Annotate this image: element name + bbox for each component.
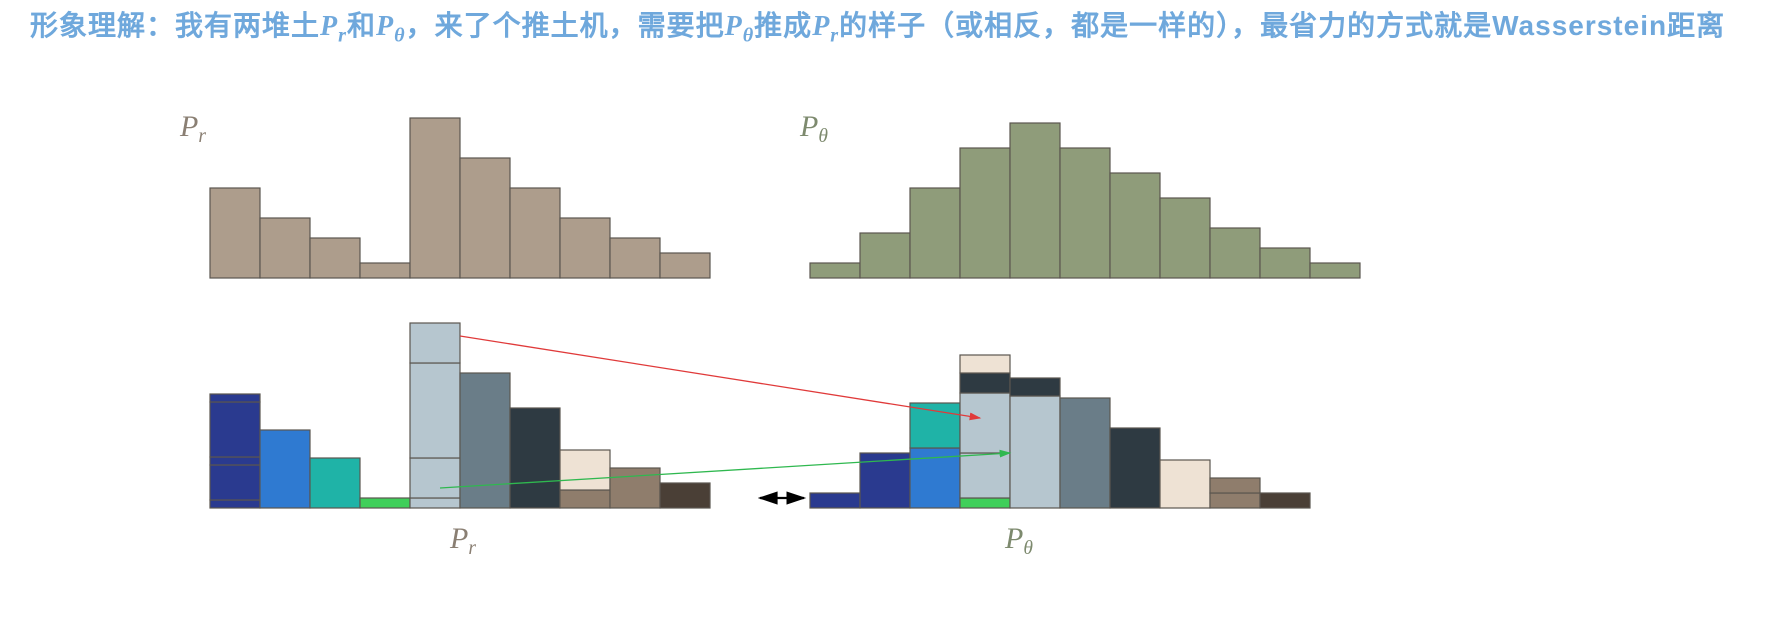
hist-bot-right — [810, 355, 1310, 508]
transport-arrow-red — [460, 336, 980, 418]
hist-top-left — [210, 118, 710, 278]
diagram-svg: Pr Pθ Pr Pθ — [0, 88, 1792, 628]
hist-top-right — [810, 123, 1360, 278]
label-bot_left: Pr — [449, 522, 476, 559]
label-top_right: Pθ — [799, 110, 828, 147]
label-bot_right: Pθ — [1004, 522, 1033, 559]
diagram-container: Pr Pθ Pr Pθ — [0, 88, 1792, 628]
caption-text: 形象理解：我有两堆土Pr和Pθ，来了个推土机，需要把Pθ推成Pr的样子（或相反，… — [30, 6, 1762, 51]
hist-bot-left — [210, 323, 710, 508]
label-top_left: Pr — [179, 110, 206, 147]
